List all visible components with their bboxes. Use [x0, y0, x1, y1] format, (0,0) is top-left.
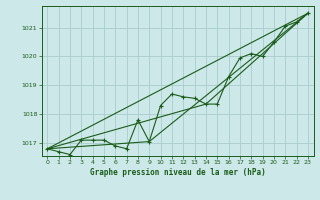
X-axis label: Graphe pression niveau de la mer (hPa): Graphe pression niveau de la mer (hPa) [90, 168, 266, 177]
